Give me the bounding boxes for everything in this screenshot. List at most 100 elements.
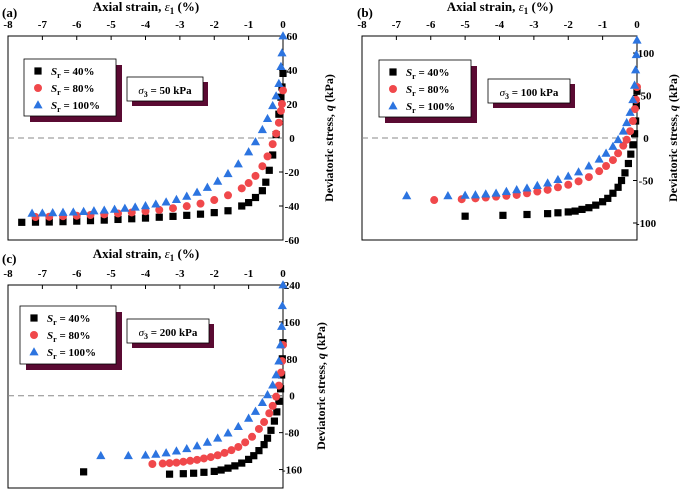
- data-point: [609, 189, 617, 197]
- data-point: [86, 217, 95, 225]
- data-point: [633, 87, 641, 95]
- y-tick-label: 160: [284, 317, 301, 329]
- panel-c: (c) Axial strain, ε1 (%) -8 -7 -6 -5 -4 -3 -2-…: [2, 246, 328, 489]
- data-point: [491, 188, 501, 197]
- x-tick-label: -7: [38, 268, 48, 280]
- y-tick-label: 240: [284, 280, 301, 292]
- y-tick-label: -60: [285, 235, 300, 247]
- legend-marker: [34, 84, 42, 92]
- x-tick-label: -5: [107, 268, 117, 280]
- data-point: [206, 453, 215, 462]
- data-point: [258, 162, 267, 171]
- y-tick-label: -20: [285, 167, 300, 179]
- data-point: [48, 208, 58, 217]
- data-point: [254, 424, 263, 433]
- data-point: [628, 94, 638, 104]
- data-point: [172, 458, 181, 467]
- y-tick-label: 80: [287, 354, 299, 366]
- data-point: [584, 161, 594, 170]
- data-point: [632, 35, 642, 44]
- data-point: [190, 469, 198, 477]
- data-point: [169, 212, 177, 220]
- data-point: [262, 178, 270, 186]
- legend-label: Sr = 40%: [406, 67, 449, 81]
- series-sr-80-: [31, 86, 287, 222]
- data-point: [585, 204, 593, 212]
- data-point: [224, 464, 232, 472]
- data-point: [544, 210, 552, 218]
- data-point: [278, 280, 288, 289]
- data-point: [578, 205, 586, 213]
- y-tick-label: 50: [641, 91, 653, 103]
- data-point: [223, 168, 233, 178]
- y-tick-labels: -60 -40 -20 0 20 40 60: [279, 31, 300, 247]
- data-point: [210, 196, 219, 205]
- x-tick-label: -6: [72, 19, 82, 31]
- data-point: [161, 197, 171, 206]
- data-point: [182, 191, 192, 200]
- y-tick-labels: -100 -50 0 50 100: [633, 48, 657, 230]
- data-point: [257, 397, 267, 407]
- data-point: [563, 171, 573, 180]
- data-point: [627, 150, 635, 158]
- x-tick-label: 0: [280, 268, 286, 280]
- data-point: [629, 141, 637, 149]
- y-tick-label: 60: [287, 31, 299, 43]
- x-axis-title: Axial strain, ε1 (%): [93, 0, 199, 16]
- legend-marker: [30, 331, 38, 339]
- data-point: [244, 147, 254, 156]
- data-point: [268, 401, 277, 410]
- data-point: [277, 321, 287, 330]
- data-marks: [80, 280, 288, 478]
- data-point: [233, 421, 243, 431]
- data-point: [245, 199, 253, 207]
- y-tick-label: 40: [287, 65, 299, 77]
- data-point: [193, 455, 202, 464]
- x-tick-label: 0: [634, 19, 640, 31]
- data-point: [227, 446, 236, 455]
- data-point: [271, 370, 281, 379]
- data-point: [179, 457, 188, 466]
- data-point: [237, 184, 246, 193]
- data-point: [179, 470, 187, 478]
- data-point: [631, 49, 641, 59]
- data-point: [140, 450, 151, 459]
- data-point: [109, 204, 120, 213]
- legend: Sr = 40% Sr = 80% Sr = 100%: [19, 305, 122, 370]
- data-point: [155, 213, 163, 221]
- data-point: [231, 462, 239, 470]
- data-point: [258, 187, 266, 195]
- data-point: [430, 196, 439, 205]
- x-tick-labels: -8 -7 -6 -5 -4 -3 -2 -1 0: [357, 19, 640, 40]
- legend-marker: [34, 67, 42, 75]
- data-point: [114, 215, 122, 224]
- data-point: [270, 417, 279, 425]
- data-point: [196, 210, 205, 218]
- data-point: [141, 207, 150, 216]
- data-point: [171, 194, 182, 203]
- y-tick-label: -160: [282, 465, 303, 477]
- data-point: [255, 447, 263, 455]
- data-point: [626, 127, 635, 136]
- data-point: [625, 107, 635, 116]
- series-sr-80-: [430, 83, 641, 205]
- data-point: [244, 179, 253, 188]
- data-point: [618, 126, 628, 135]
- data-point: [165, 470, 174, 478]
- panel-a: (a) Axial strain, ε1 (%) -8 -7 -6 -5 -4 -3 -2-…: [2, 0, 336, 247]
- data-point: [182, 202, 191, 211]
- x-tick-label: -4: [141, 268, 151, 280]
- data-point: [272, 129, 281, 138]
- panel-label: (c): [2, 251, 16, 266]
- data-point: [543, 178, 553, 187]
- data-point: [251, 193, 260, 202]
- sigma3-annotation: σ3 = 100 kPa: [500, 87, 559, 101]
- data-point: [238, 459, 246, 467]
- data-point: [224, 191, 232, 200]
- panel-label: (b): [357, 5, 373, 20]
- data-point: [200, 468, 208, 476]
- data-point: [192, 187, 202, 196]
- legend-marker: [388, 101, 398, 110]
- data-point: [276, 106, 285, 115]
- data-point: [275, 397, 283, 405]
